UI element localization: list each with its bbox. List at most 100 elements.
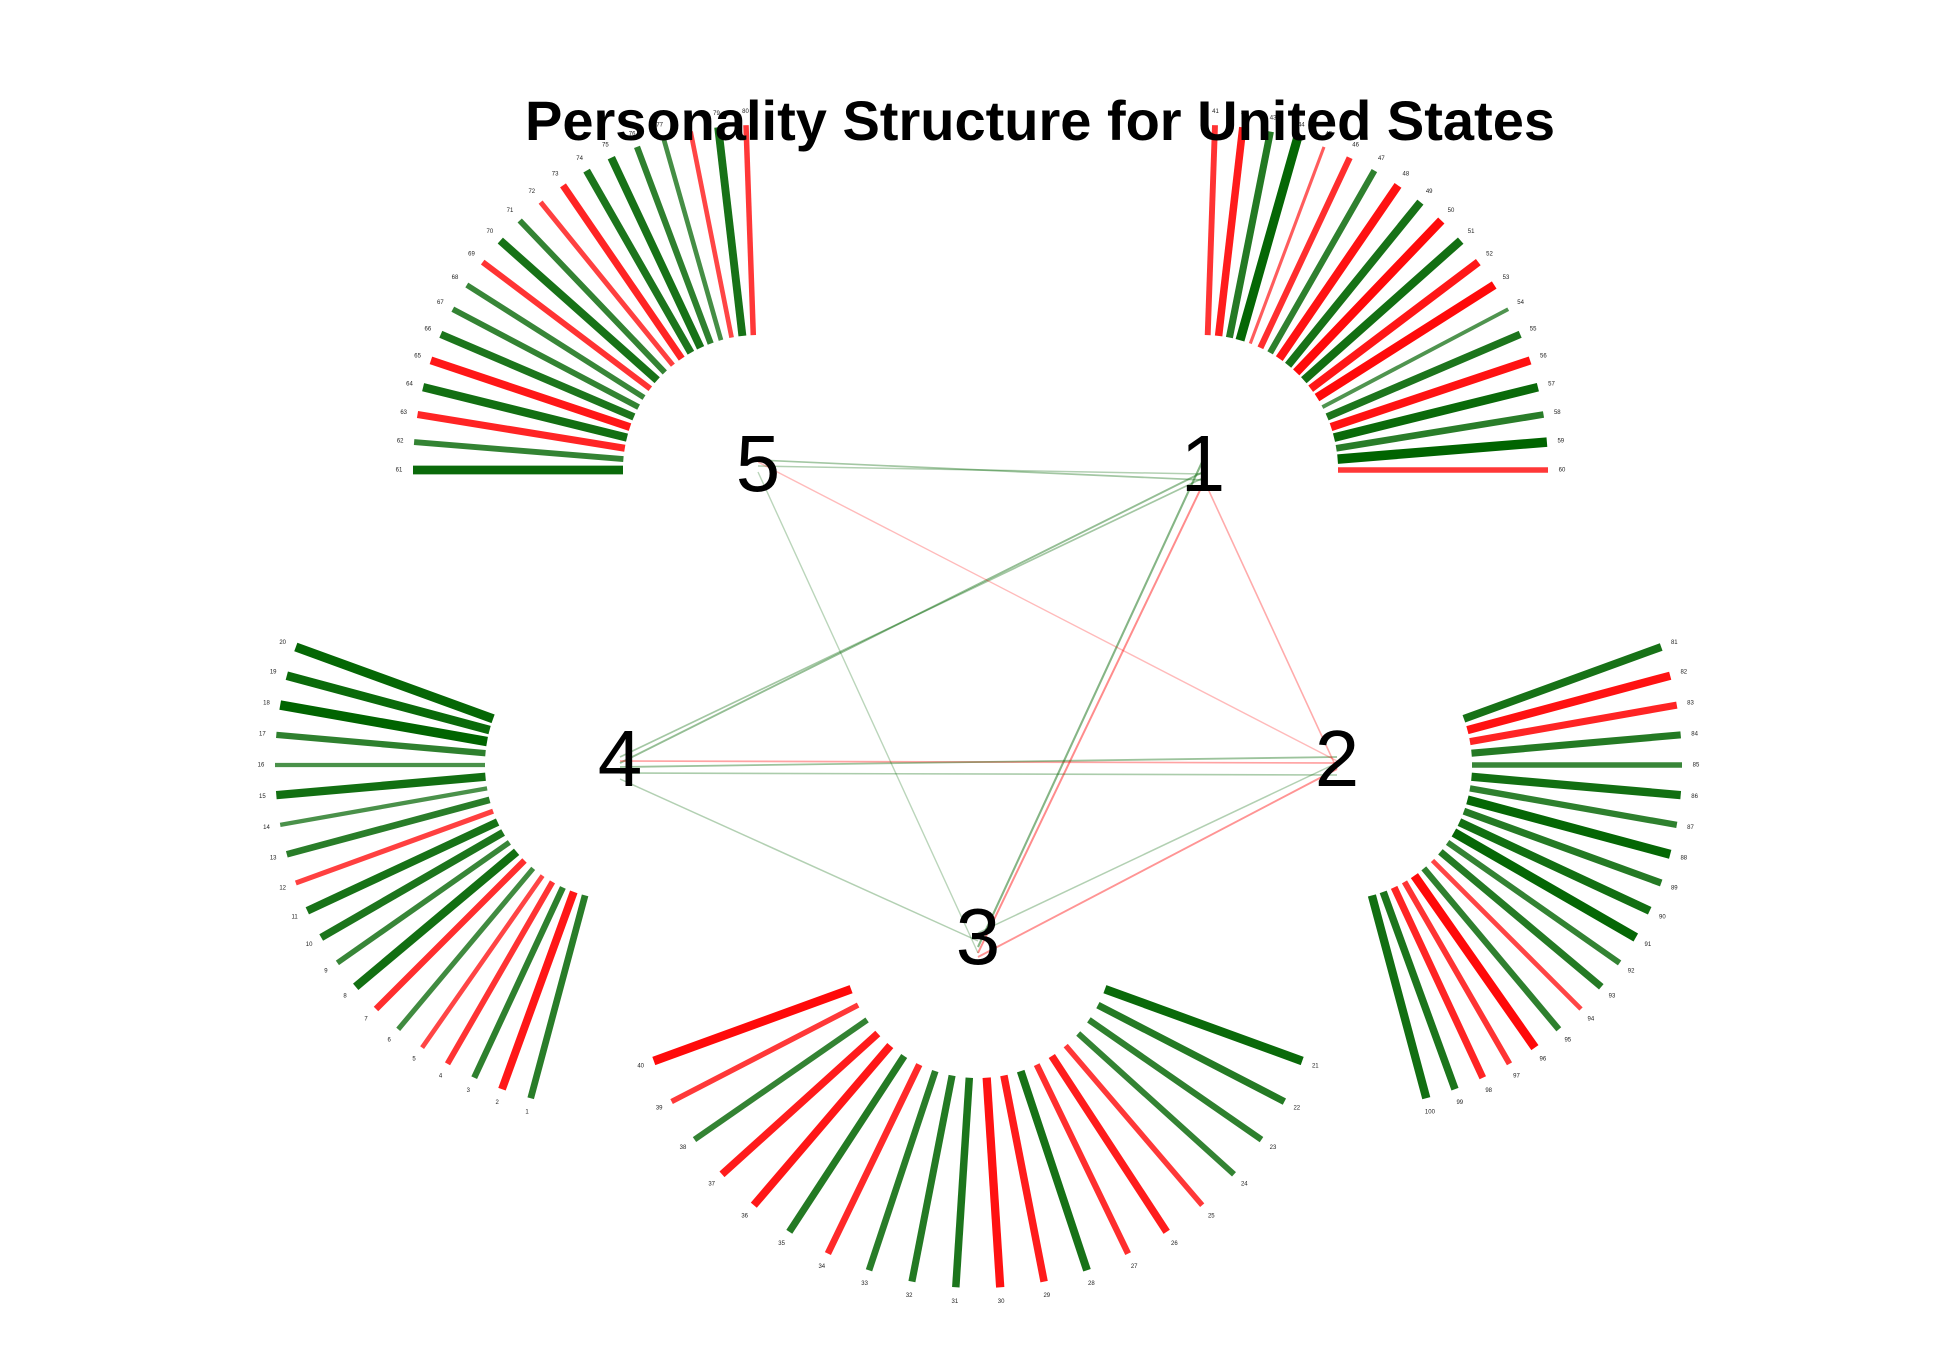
item-label-74: 74 [576, 156, 583, 162]
item-edge-86 [1471, 772, 1682, 800]
item-label-38: 38 [680, 1145, 687, 1151]
item-edge-43 [1225, 130, 1274, 339]
item-label-43: 43 [1270, 115, 1277, 121]
item-edge-54 [1321, 307, 1510, 409]
item-label-10: 10 [306, 942, 313, 948]
item-label-4: 4 [439, 1073, 443, 1079]
item-label-27: 27 [1131, 1264, 1138, 1270]
item-edge-30 [982, 1077, 1005, 1288]
item-edge-12 [294, 808, 494, 886]
item-edge-35 [786, 1054, 908, 1234]
item-edge-72 [538, 200, 675, 367]
item-edge-47 [1267, 169, 1378, 355]
item-edge-99 [1379, 890, 1459, 1091]
cross-edge-2-5 [757, 461, 1338, 762]
item-edge-17 [276, 731, 486, 757]
item-label-68: 68 [452, 275, 459, 281]
item-label-46: 46 [1352, 143, 1359, 149]
cross-edge-1-4 [619, 471, 1204, 764]
item-label-98: 98 [1485, 1088, 1492, 1094]
item-label-100: 100 [1425, 1109, 1436, 1115]
item-edge-4 [444, 880, 556, 1066]
cross-edge-4-2 [619, 760, 1338, 764]
item-label-93: 93 [1609, 993, 1616, 999]
item-edge-91 [1451, 828, 1639, 942]
item-edge-67 [451, 306, 640, 410]
factor-node-3: 3 [956, 892, 1001, 981]
item-label-86: 86 [1691, 794, 1698, 800]
item-label-95: 95 [1564, 1038, 1571, 1044]
item-label-44: 44 [1298, 122, 1305, 128]
cross-edge-3-2 [977, 762, 1338, 934]
item-label-22: 22 [1293, 1106, 1300, 1112]
item-label-76: 76 [629, 131, 636, 137]
item-edge-83 [1469, 701, 1678, 746]
item-edge-20 [294, 642, 495, 724]
item-label-82: 82 [1680, 670, 1687, 676]
item-edge-34 [824, 1063, 923, 1256]
item-edge-63 [416, 410, 626, 452]
item-edge-62 [413, 439, 624, 463]
cross-edge-1-2 [1202, 477, 1338, 770]
item-edge-1 [527, 894, 589, 1100]
item-edge-22 [1096, 1001, 1287, 1105]
item-label-24: 24 [1241, 1181, 1248, 1187]
item-label-88: 88 [1680, 855, 1687, 861]
item-label-26: 26 [1171, 1241, 1178, 1247]
item-label-75: 75 [602, 143, 609, 149]
item-edge-66 [439, 330, 636, 421]
item-label-29: 29 [1043, 1293, 1050, 1299]
item-edge-51 [1301, 237, 1464, 384]
item-label-77: 77 [656, 122, 663, 128]
item-label-66: 66 [425, 326, 432, 332]
item-label-1: 1 [525, 1109, 529, 1115]
item-edge-15 [275, 772, 486, 800]
item-label-45: 45 [1326, 131, 1333, 137]
item-edge-97 [1401, 880, 1513, 1066]
item-label-64: 64 [406, 381, 413, 387]
item-edge-84 [1471, 731, 1682, 757]
item-edge-52 [1308, 258, 1481, 392]
item-label-5: 5 [412, 1057, 416, 1063]
item-edge-9 [335, 840, 511, 966]
factor-nodes: 1 2 3 4 5 [598, 419, 1360, 981]
cross-factor-edges [619, 459, 1338, 958]
item-label-42: 42 [1241, 111, 1248, 117]
item-label-51: 51 [1468, 229, 1475, 235]
item-edge-95 [1421, 866, 1562, 1032]
item-edge-92 [1445, 839, 1622, 966]
item-label-60: 60 [1559, 468, 1566, 474]
item-edge-59 [1337, 437, 1548, 464]
item-label-80: 80 [742, 109, 749, 115]
item-label-55: 55 [1530, 326, 1537, 332]
item-label-40: 40 [637, 1063, 644, 1069]
item-label-39: 39 [656, 1106, 663, 1112]
item-edge-58 [1335, 411, 1545, 452]
cross-edge-4-2 [619, 772, 1338, 776]
item-label-17: 17 [259, 731, 266, 737]
item-label-57: 57 [1548, 381, 1555, 387]
item-label-87: 87 [1687, 825, 1694, 831]
item-label-25: 25 [1208, 1213, 1215, 1219]
factor-node-1: 1 [1181, 419, 1226, 508]
item-edge-5 [420, 874, 545, 1049]
item-label-14: 14 [263, 825, 270, 831]
item-edge-38 [692, 1017, 869, 1143]
item-edge-73 [560, 183, 685, 361]
item-label-13: 13 [270, 855, 277, 861]
item-edge-64 [422, 383, 628, 442]
item-label-18: 18 [263, 700, 270, 706]
item-edge-42 [1214, 126, 1247, 337]
item-label-36: 36 [741, 1213, 748, 1219]
item-label-99: 99 [1456, 1100, 1463, 1106]
item-label-96: 96 [1540, 1057, 1547, 1063]
item-label-3: 3 [467, 1088, 471, 1094]
item-label-89: 89 [1671, 885, 1678, 891]
item-edge-24 [1076, 1031, 1236, 1177]
item-edge-65 [429, 356, 632, 431]
item-label-81: 81 [1671, 640, 1678, 646]
item-edge-69 [480, 259, 653, 392]
item-edge-75 [607, 156, 705, 350]
item-edge-11 [305, 818, 500, 915]
item-label-41: 41 [1212, 109, 1219, 115]
